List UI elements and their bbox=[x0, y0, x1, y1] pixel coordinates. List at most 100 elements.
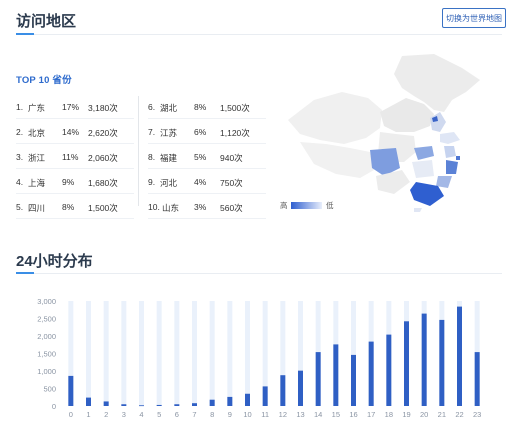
province-count: 560次 bbox=[220, 203, 243, 213]
section-accent bbox=[16, 33, 34, 35]
bar-hour-6[interactable] bbox=[174, 404, 180, 406]
map-region-beijing bbox=[432, 116, 438, 122]
x-tick-label: 7 bbox=[192, 410, 196, 419]
province-name: 江苏 bbox=[160, 128, 178, 138]
bar-hour-7[interactable] bbox=[192, 403, 197, 406]
province-percent: 14% bbox=[62, 127, 80, 137]
province-count: 1,120次 bbox=[220, 128, 250, 138]
map-region-jiangsu bbox=[444, 146, 456, 158]
rank-number: 5. bbox=[16, 202, 24, 212]
bar-hour-13[interactable] bbox=[298, 370, 303, 406]
x-tick-label: 8 bbox=[210, 410, 214, 419]
rank-column-left: 1. 广东 17% 3,180次 2. 北京 14% 2,620次 3. 浙江 11% 2,060次 4… bbox=[16, 94, 134, 219]
column-divider bbox=[138, 96, 139, 206]
bar-hour-14[interactable] bbox=[315, 352, 321, 406]
map-region-tibet bbox=[300, 142, 374, 178]
x-tick-label: 19 bbox=[402, 410, 410, 419]
bar-hour-8[interactable] bbox=[209, 399, 215, 406]
bar-hour-10[interactable] bbox=[245, 393, 250, 406]
province-name: 上海 bbox=[28, 178, 46, 188]
province-count: 750次 bbox=[220, 178, 243, 188]
bar-hour-0[interactable] bbox=[68, 375, 74, 406]
map-region-central-north bbox=[380, 98, 434, 132]
section-divider bbox=[16, 34, 502, 35]
province-count: 2,060次 bbox=[88, 153, 118, 163]
rank-row: 7. 江苏 6% 1,120次 bbox=[148, 119, 266, 144]
bar-hour-11[interactable] bbox=[262, 386, 268, 406]
province-percent: 5% bbox=[194, 152, 207, 162]
province-name: 福建 bbox=[160, 153, 178, 163]
x-tick-label: 10 bbox=[243, 410, 251, 419]
province-percent: 6% bbox=[194, 127, 207, 137]
map-region-south-west bbox=[376, 170, 410, 194]
bar-hour-20[interactable] bbox=[421, 313, 427, 406]
bar-track bbox=[227, 301, 233, 406]
legend-low-label: 低 bbox=[326, 201, 334, 210]
bar-hour-3[interactable] bbox=[121, 404, 127, 406]
bar-track bbox=[298, 301, 303, 406]
map-region-west bbox=[288, 92, 382, 144]
x-tick-label: 23 bbox=[473, 410, 481, 419]
bar-track bbox=[262, 301, 268, 406]
bar-hour-12[interactable] bbox=[280, 375, 286, 406]
x-tick-label: 15 bbox=[332, 410, 340, 419]
rank-number: 2. bbox=[16, 127, 24, 137]
province-count: 1,500次 bbox=[88, 203, 118, 213]
map-region-shanghai bbox=[456, 156, 460, 160]
y-tick-label: 500 bbox=[43, 385, 56, 394]
hourly-chart: 0 500 1,000 1,500 2,000 2,500 3,000 0 1 2 3 4 5 6 7 8 9 1… bbox=[0, 290, 510, 431]
province-name: 北京 bbox=[28, 128, 46, 138]
province-percent: 4% bbox=[194, 177, 207, 187]
rank-number: 10. bbox=[148, 202, 160, 212]
province-percent: 11% bbox=[62, 152, 79, 162]
rank-row: 6. 湖北 8% 1,500次 bbox=[148, 94, 266, 119]
map-region-guangdong bbox=[410, 182, 444, 206]
x-tick-label: 6 bbox=[175, 410, 179, 419]
rank-row: 4. 上海 9% 1,680次 bbox=[16, 169, 134, 194]
bar-hour-23[interactable] bbox=[474, 352, 480, 406]
bar-track bbox=[103, 301, 109, 406]
province-count: 3,180次 bbox=[88, 103, 118, 113]
legend-high-label: 高 bbox=[280, 201, 288, 210]
bar-track bbox=[174, 301, 180, 406]
map-region-hebei bbox=[430, 112, 446, 132]
bar-hour-5[interactable] bbox=[156, 404, 162, 406]
bar-hour-21[interactable] bbox=[439, 319, 445, 406]
bar-hour-17[interactable] bbox=[368, 341, 374, 406]
province-name: 山东 bbox=[162, 203, 180, 213]
province-percent: 3% bbox=[194, 202, 207, 212]
y-tick-label: 3,000 bbox=[37, 297, 56, 306]
rank-row: 3. 浙江 11% 2,060次 bbox=[16, 144, 134, 169]
bar-hour-22[interactable] bbox=[457, 306, 462, 406]
province-name: 湖北 bbox=[160, 103, 178, 113]
x-tick-label: 17 bbox=[367, 410, 375, 419]
x-tick-label: 13 bbox=[296, 410, 304, 419]
province-percent: 8% bbox=[194, 102, 207, 112]
bar-track bbox=[121, 301, 127, 406]
bar-hour-2[interactable] bbox=[103, 401, 109, 406]
rank-row: 2. 北京 14% 2,620次 bbox=[16, 119, 134, 144]
map-region-sichuan bbox=[370, 148, 400, 176]
map-region-hunan bbox=[412, 160, 434, 178]
x-tick-label: 0 bbox=[69, 410, 73, 419]
rank-row: 5. 四川 8% 1,500次 bbox=[16, 194, 134, 219]
bar-hour-19[interactable] bbox=[404, 321, 409, 406]
bar-hour-9[interactable] bbox=[227, 396, 233, 406]
rank-number: 8. bbox=[148, 152, 156, 162]
section-accent-2 bbox=[16, 272, 34, 274]
bar-hour-4[interactable] bbox=[139, 405, 144, 407]
china-map[interactable] bbox=[284, 52, 484, 217]
map-region-north bbox=[394, 54, 480, 112]
bar-hour-16[interactable] bbox=[351, 354, 356, 406]
bar-hour-18[interactable] bbox=[386, 334, 392, 406]
province-name: 四川 bbox=[28, 203, 46, 213]
province-name: 浙江 bbox=[28, 153, 46, 163]
bar-hour-1[interactable] bbox=[86, 397, 91, 406]
x-tick-label: 9 bbox=[228, 410, 232, 419]
switch-world-map-button[interactable]: 切换为世界地图 bbox=[442, 8, 506, 28]
bar-hour-15[interactable] bbox=[333, 344, 339, 406]
x-tick-label: 4 bbox=[139, 410, 143, 419]
x-tick-label: 12 bbox=[279, 410, 287, 419]
x-tick-label: 1 bbox=[86, 410, 90, 419]
bar-track bbox=[192, 301, 197, 406]
